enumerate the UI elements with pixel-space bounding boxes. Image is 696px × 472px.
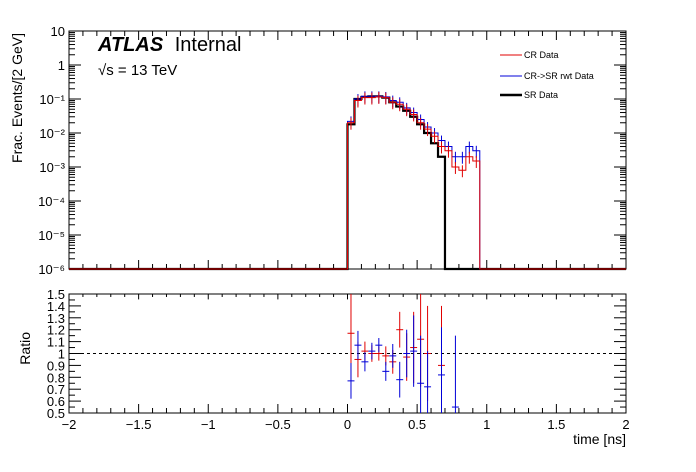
atlas-status: Internal <box>175 34 242 56</box>
main-y-tick-label: 10⁻³ <box>39 160 65 175</box>
ratio-x-tick-label: −2 <box>62 417 77 432</box>
main-y-tick-label: 10⁻¹ <box>39 92 65 107</box>
ratio-x-tick-labels: −2 −1.5 −1 −0.5 0 0.5 1 1.5 2 <box>62 417 630 432</box>
main-y-tick-label: 10⁻⁶ <box>38 262 65 277</box>
energy-label: √s = 13 TeV <box>98 62 177 79</box>
legend-label-cr: CR Data <box>524 50 559 60</box>
main-series-group <box>69 91 626 271</box>
ratio-y-tick-label: 1.4 <box>47 299 65 314</box>
x-axis-label: time [ns] <box>573 431 626 447</box>
ratio-y-tick-label: 0.6 <box>47 394 65 409</box>
ratio-y-tick-label: 0.5 <box>47 406 65 421</box>
ratio-y-tick-label: 0.9 <box>47 358 65 373</box>
ratio-y-axis-label: Ratio <box>17 332 33 365</box>
ratio-y-tick-labels: 1.51.41.31.21.110.90.80.70.60.5 <box>47 287 65 421</box>
main-y-tick-label: 1 <box>58 58 65 73</box>
main-y-tick-label: 10⁻² <box>39 126 65 141</box>
legend: CR Data CR->SR rwt Data SR Data <box>500 50 594 100</box>
ratio-y-tick-label: 1.2 <box>47 323 65 338</box>
main-y-tick-label: 10 <box>51 24 65 39</box>
main-y-tick-label: 10⁻⁵ <box>38 228 65 243</box>
main-y-tick-label: 10⁻⁴ <box>38 194 65 209</box>
legend-label-sr: SR Data <box>524 90 558 100</box>
ratio-y-tick-label: 1.3 <box>47 311 65 326</box>
main-y-tick-labels: 10 1 10⁻¹ 10⁻² 10⁻³ 10⁻⁴ 10⁻⁵ 10⁻⁶ <box>38 24 66 277</box>
legend-label-rwt: CR->SR rwt Data <box>524 71 594 81</box>
atlas-experiment: ATLAS <box>97 34 164 56</box>
main-axis-ticks <box>68 30 627 270</box>
ratio-series-group <box>347 294 459 413</box>
ratio-x-tick-label: −0.5 <box>265 417 291 432</box>
ratio-x-tick-label: 0 <box>344 417 351 432</box>
ratio-x-tick-label: 0.5 <box>408 417 426 432</box>
ratio-x-tick-label: 2 <box>622 417 629 432</box>
ratio-x-tick-label: 1.5 <box>547 417 565 432</box>
atlas-label: ATLAS Internal <box>97 34 241 56</box>
ratio-y-tick-label: 1.1 <box>47 335 65 350</box>
ratio-y-tick-label: 0.7 <box>47 382 65 397</box>
ratio-x-tick-label: 1 <box>483 417 490 432</box>
ratio-y-tick-label: 1 <box>58 347 65 362</box>
series-line-cr <box>69 96 626 270</box>
ratio-axis-ticks <box>68 293 627 414</box>
series-line-rwt <box>69 95 626 270</box>
ratio-y-tick-label: 1.5 <box>47 287 65 302</box>
ratio-x-tick-label: −1.5 <box>126 417 152 432</box>
main-y-axis-label: Frac. Events/[2 GeV] <box>9 33 25 163</box>
ratio-y-tick-label: 0.8 <box>47 370 65 385</box>
ratio-x-tick-label: −1 <box>201 417 216 432</box>
